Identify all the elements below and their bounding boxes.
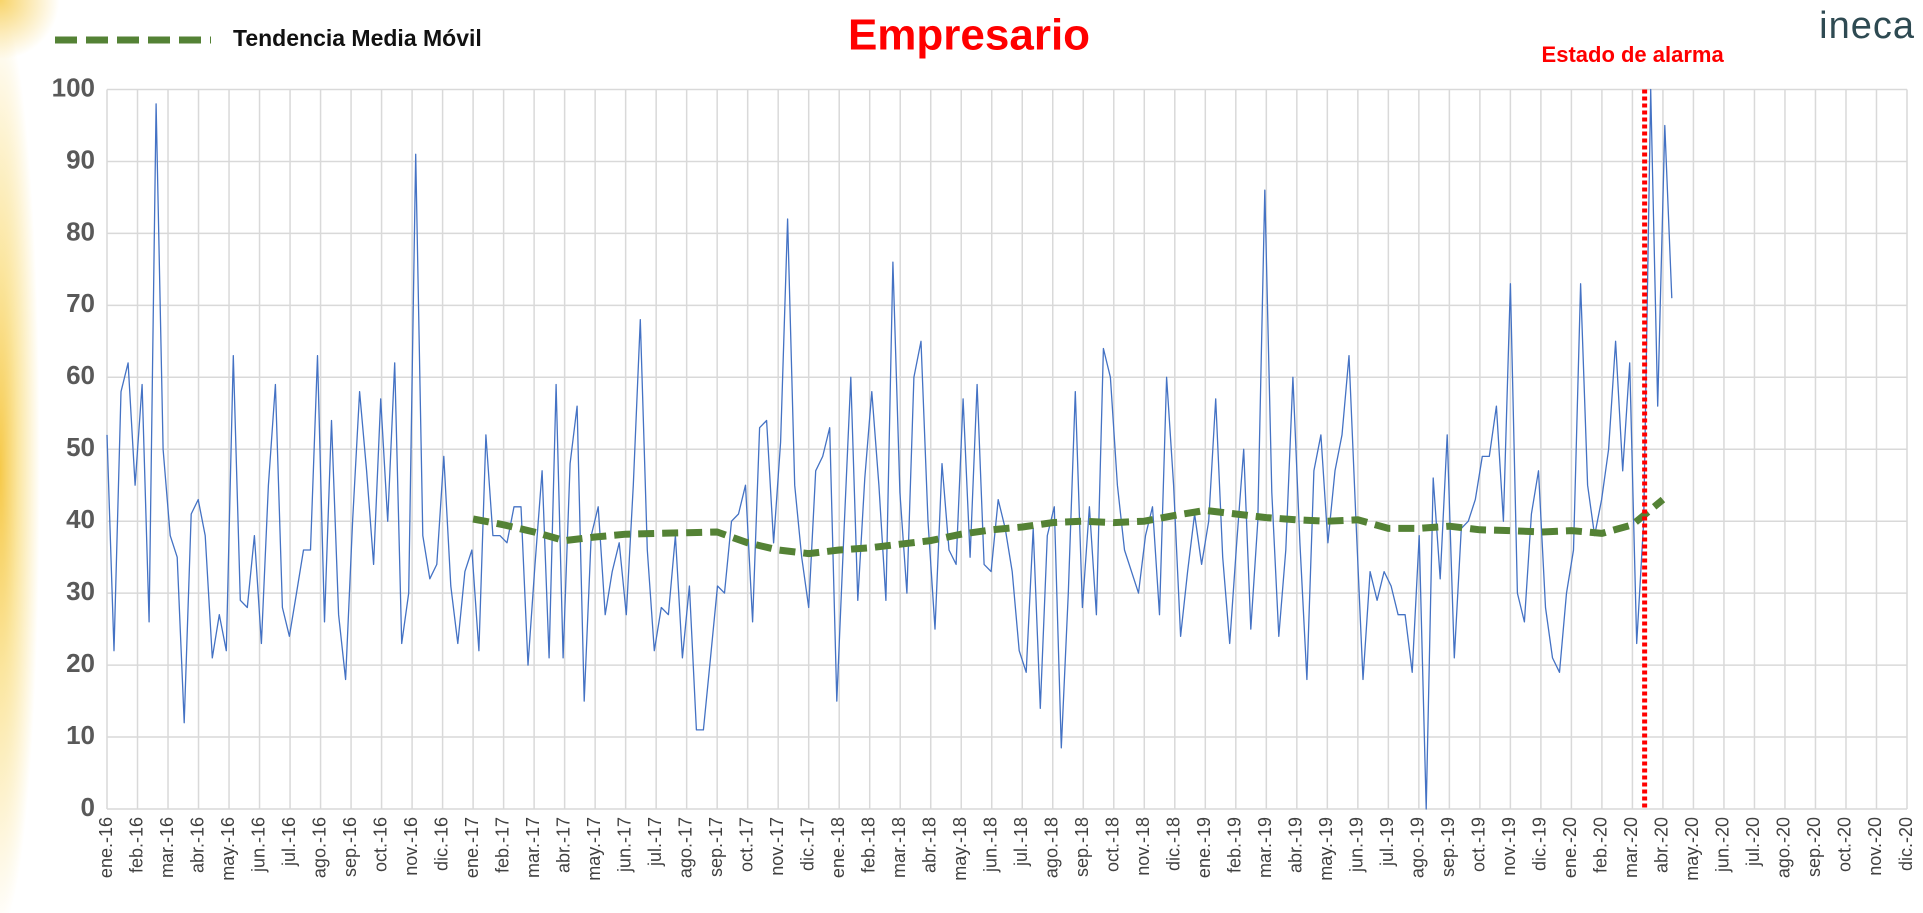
x-tick-label: ago.-17 [675,817,695,878]
x-tick-label: jul.-16 [279,817,299,867]
x-tick-label: jun.-16 [248,817,268,873]
x-tick-label: ene.-17 [462,817,482,878]
decor-edge [0,0,40,913]
x-tick-label: ago.-16 [309,817,329,878]
x-tick-label: feb.-17 [492,817,512,873]
y-tick-label: 60 [66,360,95,390]
x-tick-label: jul.-20 [1743,817,1763,867]
legend-item: Tendencia Media Móvil [55,25,482,51]
y-tick-label: 20 [66,648,95,678]
x-tick-label: sep.-16 [340,817,360,877]
x-tick-label: oct.-18 [1103,817,1123,872]
x-tick-label: sep.-20 [1804,817,1824,877]
x-tick-label: oct.-19 [1469,817,1489,872]
chart-title: Empresario [848,11,1090,60]
trend-line [472,496,1666,558]
data-line [106,88,1673,810]
x-tick-label: mar.-17 [523,817,543,878]
x-tick-label: jun.-19 [1347,817,1367,873]
x-tick-label: sep.-18 [1072,817,1092,877]
x-tick-label: sep.-19 [1438,817,1458,877]
x-tick-label: may.-18 [950,817,970,881]
x-tick-label: feb.-20 [1591,817,1611,873]
x-tick-label: jun.-20 [1713,817,1733,873]
y-tick-label: 80 [66,216,95,246]
x-tick-label: dic.-19 [1530,817,1550,871]
decor-corner [0,0,60,60]
x-tick-label: nov.-16 [401,817,421,876]
y-tick-label: 100 [52,72,95,102]
y-tick-label: 10 [66,720,95,750]
x-tick-label: ago.-19 [1408,817,1428,878]
x-tick-label: mar.-19 [1255,817,1275,878]
x-tick-label: dic.-16 [431,817,451,871]
logo: ineca [1819,5,1915,47]
grid [106,88,1908,810]
x-tick-label: abr.-20 [1652,817,1672,873]
x-tick-label: oct.-17 [736,817,756,872]
x-tick-label: mar.-16 [157,817,177,878]
x-tick-label: may.-20 [1682,817,1702,881]
x-tick-label: mar.-18 [889,817,909,878]
x-tick-label: abr.-16 [187,817,207,873]
x-tick-label: may.-16 [218,817,238,881]
x-tick-label: jun.-18 [980,817,1000,873]
x-tick-label: abr.-19 [1286,817,1306,873]
plot-area [106,88,1673,810]
x-tick-label: abr.-18 [919,817,939,873]
x-tick-label: dic.-20 [1896,817,1916,871]
x-tick-label: dic.-17 [797,817,817,871]
x-tick-label: ago.-18 [1042,817,1062,878]
y-tick-label: 70 [66,288,95,318]
x-tick-label: nov.-17 [767,817,787,876]
x-tick-label: dic.-18 [1164,817,1184,871]
y-tick-label: 90 [66,144,95,174]
x-tick-label: ene.-20 [1560,817,1580,878]
x-tick-label: nov.-18 [1133,817,1153,876]
x-tick-label: jul.-19 [1377,817,1397,867]
x-tick-label: may.-17 [584,817,604,881]
x-tick-label: ene.-16 [96,817,116,878]
x-tick-label: mar.-20 [1621,817,1641,878]
x-tick-label: nov.-19 [1499,817,1519,876]
x-tick-label: feb.-16 [126,817,146,873]
x-tick-label: jul.-18 [1011,817,1031,867]
x-tick-label: ene.-19 [1194,817,1214,878]
x-tick-label: jul.-17 [645,817,665,867]
x-tick-label: feb.-19 [1225,817,1245,873]
x-tick-label: oct.-20 [1835,817,1855,872]
annotation-label: Estado de alarma [1542,42,1725,67]
y-tick-label: 50 [66,432,95,462]
y-tick-label: 0 [81,792,95,822]
x-tick-label: nov.-20 [1865,817,1885,876]
x-tick-label: sep.-17 [706,817,726,877]
x-tick-label: feb.-18 [858,817,878,873]
x-tick-label: ene.-18 [828,817,848,878]
y-tick-label: 40 [66,504,95,534]
y-tick-label: 30 [66,576,95,606]
x-tick-label: abr.-17 [553,817,573,873]
legend-label: Tendencia Media Móvil [233,25,482,51]
x-tick-label: oct.-16 [370,817,390,872]
x-tick-label: may.-19 [1316,817,1336,881]
x-tick-label: ago.-20 [1774,817,1794,878]
x-tick-label: jun.-17 [614,817,634,873]
